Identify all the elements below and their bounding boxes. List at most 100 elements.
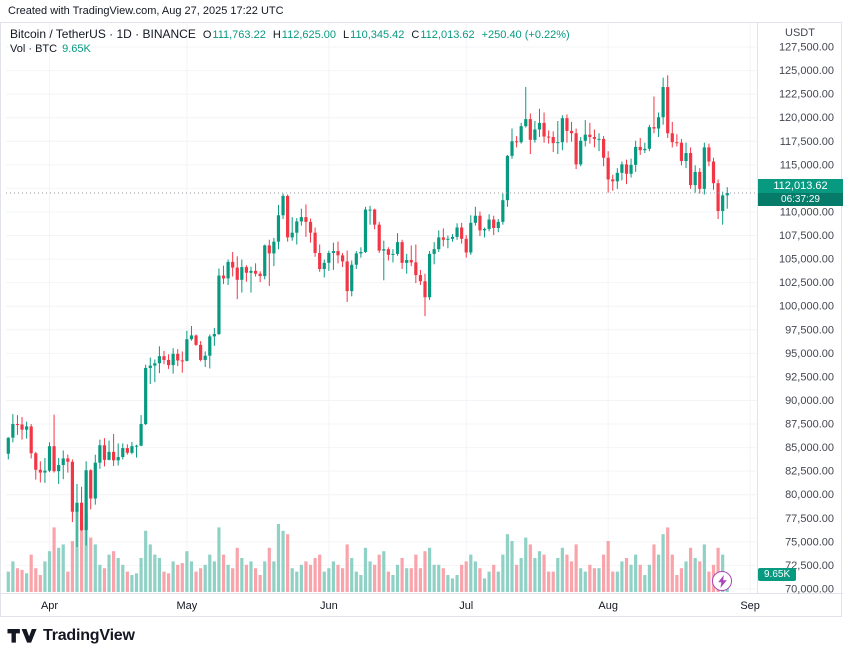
ohlc-low: L 110,345.42 [343,29,405,41]
volume-bar [20,569,24,592]
volume-bar [455,575,459,592]
last-price-badge: 112,013.62 06:37:29 [758,179,843,206]
volume-bar [162,571,166,592]
volume-bar [47,551,52,592]
lightning-button[interactable] [712,571,732,591]
candle-body [661,87,665,118]
candle-body [139,424,143,446]
volume-bar [427,547,432,592]
volume-bar [295,571,299,592]
candle-body [89,470,93,499]
volume-bar [226,564,230,592]
volume-bar [556,558,560,592]
volume-bar [565,554,569,592]
time-tick-label: Apr [41,600,58,612]
candle-body [689,153,693,186]
volume-bar [263,561,267,592]
candle-body [272,241,276,254]
volume-bar [547,571,551,592]
ohlc-open: O 111,763.22 [202,29,266,41]
candle-body [675,142,679,144]
volume-bar [130,575,134,592]
candle-body [249,270,253,273]
candle-body [107,451,111,460]
volume-bar [601,554,606,592]
candle-body [373,209,377,225]
candle-body [583,134,587,141]
volume-bar [153,554,157,592]
volume-bar [592,568,597,592]
candle-body [711,161,716,184]
volume-bar [482,578,487,592]
volume-bar [446,575,450,592]
volume-bar [588,564,592,592]
candle-body [496,221,500,228]
candle-body [166,359,171,366]
candle-body [235,267,239,280]
volume-bar [15,568,20,592]
volume-bar [634,554,638,592]
price-tick-label: 70,000.00 [785,584,834,596]
volume-bar [176,564,180,592]
candle-body [693,171,697,186]
volume-bar [638,564,642,592]
candle-body [684,153,688,162]
candle-body [267,245,271,254]
symbol-title[interactable]: Bitcoin / TetherUS · 1D · BINANCE [10,27,196,41]
candle-body [112,451,116,461]
candle-body [647,127,651,149]
chart-legend: Bitcoin / TetherUS · 1D · BINANCE O 111,7… [10,27,570,41]
candle-body [464,238,468,253]
candle-body [638,146,642,151]
volume-bar [684,561,688,592]
candle-body [322,262,326,269]
candle-body [707,147,711,162]
price-tick-label: 125,000.00 [779,65,834,77]
change-value: +250.40 (+0.22%) [481,29,570,41]
volume-bar [345,544,349,592]
price-axis[interactable] [758,22,843,594]
volume-bar [148,544,152,592]
time-axis[interactable] [0,594,757,617]
candle-body [208,336,212,356]
volume-legend: Vol · BTC 9.65K [10,43,91,55]
volume-bar [112,551,116,592]
volume-bar [267,547,271,592]
volume-bar [253,568,258,592]
candle-body [38,469,42,473]
volume-bar [560,547,564,592]
price-tick-label: 90,000.00 [785,395,834,407]
volume-bar [391,575,395,592]
candle-body [652,127,656,129]
candle-body [148,365,152,368]
volume-bar [501,554,505,592]
volume-bar [6,571,10,592]
created-with-line: Created with TradingView.com, Aug 27, 20… [8,5,284,17]
price-axis-currency-label[interactable]: USDT [785,27,815,39]
candle-body [377,224,381,251]
candle-body [702,147,706,189]
volume-bar [395,564,400,592]
volume-bar [414,554,418,592]
candle-body [162,356,166,360]
candle-body [125,448,129,453]
volume-bar [702,544,706,592]
candle-body [574,133,578,165]
volume-bar [308,564,313,592]
volume-bar [93,544,97,592]
volume-bar [400,558,404,592]
volume-bar [221,554,226,592]
volume-bar [185,551,189,592]
candle-body [336,251,340,256]
volume-bar [276,524,281,592]
tradingview-logo[interactable]: TradingView [7,627,135,645]
volume-bar [199,568,203,592]
volume-bar [368,561,372,592]
volume-bar [670,554,674,592]
candle-body [524,119,528,127]
candle-body [359,252,363,254]
candle-body [134,445,139,447]
candle-body [427,253,432,298]
volume-legend-title[interactable]: Vol · BTC [10,43,58,55]
